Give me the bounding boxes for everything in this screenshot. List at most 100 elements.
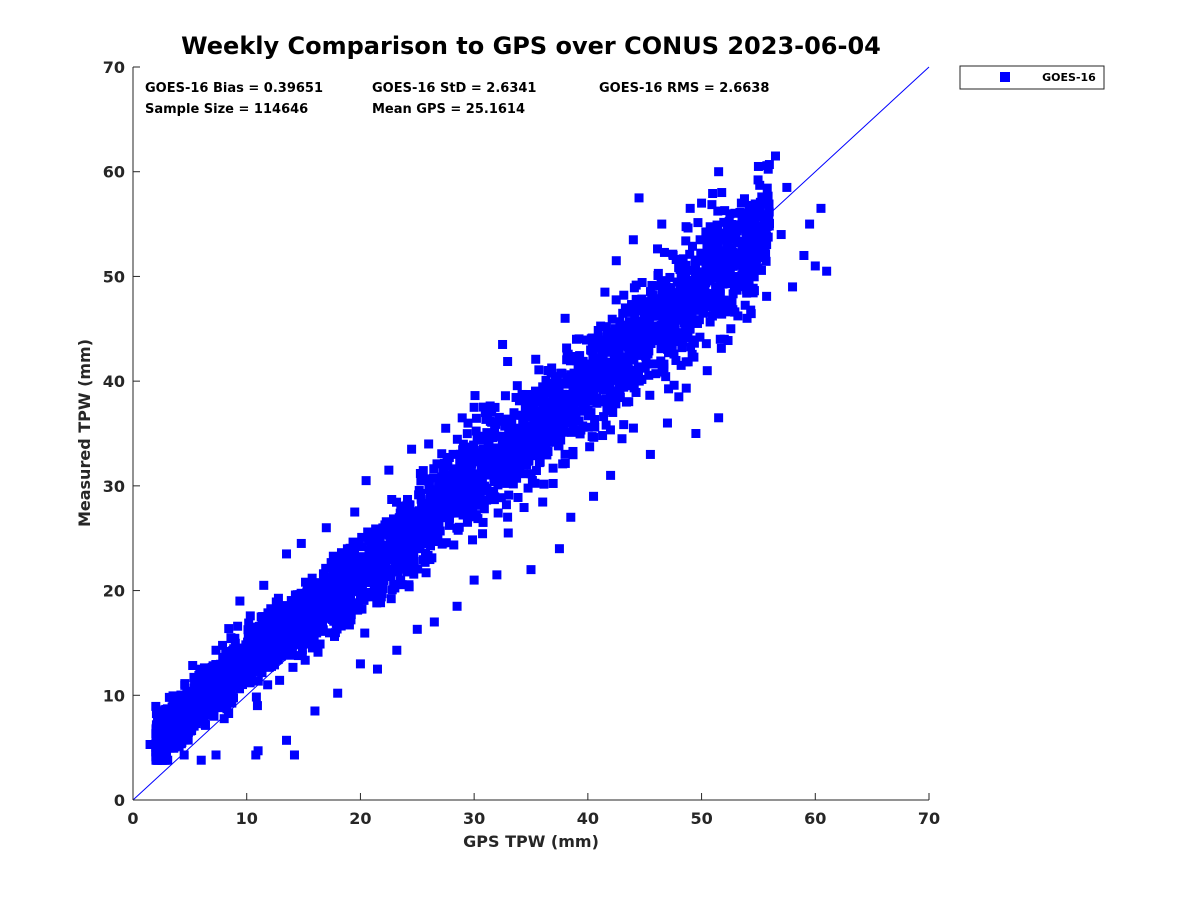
data-point — [668, 250, 678, 260]
data-point — [822, 266, 832, 276]
data-point — [621, 320, 631, 330]
data-point — [535, 435, 545, 445]
data-point — [518, 417, 528, 427]
data-point — [316, 588, 326, 598]
data-point — [224, 624, 234, 634]
data-point — [162, 725, 172, 735]
data-point — [687, 349, 697, 359]
data-point — [394, 513, 404, 523]
data-point — [412, 624, 422, 634]
data-point — [263, 680, 273, 690]
data-point — [409, 569, 419, 579]
data-point — [281, 601, 291, 611]
data-point — [152, 715, 162, 725]
data-point — [628, 235, 638, 245]
data-point — [593, 332, 603, 342]
data-point — [333, 575, 343, 585]
data-point — [616, 356, 626, 366]
data-point — [540, 397, 550, 407]
data-point — [478, 402, 488, 412]
data-point — [677, 337, 687, 347]
data-point — [672, 277, 682, 287]
data-point — [560, 449, 570, 459]
data-point — [424, 439, 434, 449]
data-point — [730, 259, 740, 269]
data-point — [693, 218, 703, 228]
data-point — [782, 182, 792, 192]
data-point — [338, 555, 348, 565]
legend-entry-label: GOES-16 — [1042, 71, 1096, 84]
data-point — [360, 628, 370, 638]
data-point — [473, 490, 483, 500]
data-point — [513, 492, 523, 502]
data-point — [816, 203, 826, 213]
data-point — [664, 348, 674, 358]
data-point — [346, 615, 356, 625]
data-point — [407, 561, 417, 571]
data-point — [746, 305, 756, 315]
data-point — [301, 577, 311, 587]
data-point — [161, 744, 171, 754]
data-point — [749, 226, 759, 236]
data-point — [176, 718, 186, 728]
data-point — [761, 256, 771, 266]
data-point — [629, 321, 639, 331]
data-point — [370, 574, 380, 584]
data-point — [353, 605, 363, 615]
data-point — [300, 655, 310, 665]
data-point — [486, 445, 496, 455]
data-point — [710, 241, 720, 251]
data-point — [522, 460, 532, 470]
data-point — [519, 503, 529, 513]
data-point — [487, 417, 497, 427]
data-point — [525, 390, 535, 400]
data-point — [244, 618, 254, 628]
data-point — [544, 427, 554, 437]
data-point — [469, 469, 479, 479]
data-point — [512, 381, 522, 391]
data-point — [426, 541, 436, 551]
data-point — [634, 193, 644, 203]
data-point — [303, 619, 313, 629]
data-point — [213, 661, 223, 671]
data-point — [604, 406, 614, 416]
data-point — [357, 552, 367, 562]
data-point — [277, 651, 287, 661]
data-point — [733, 236, 743, 246]
data-point — [350, 507, 360, 517]
stat-sample-size: Sample Size = 114646 — [145, 102, 308, 117]
data-point — [725, 209, 735, 219]
data-point — [455, 503, 465, 513]
data-point — [579, 399, 589, 409]
data-point — [589, 491, 599, 501]
data-point — [452, 523, 462, 533]
data-point — [712, 234, 722, 244]
data-point — [251, 624, 261, 634]
data-point — [714, 167, 724, 177]
data-point — [389, 579, 399, 589]
data-point — [566, 512, 576, 522]
data-point — [240, 659, 250, 669]
data-point — [600, 335, 610, 345]
data-point — [459, 486, 469, 496]
data-point — [258, 651, 268, 661]
data-point — [574, 416, 584, 426]
data-point — [396, 559, 406, 569]
data-point — [524, 426, 534, 436]
data-point — [355, 659, 365, 669]
data-point — [393, 527, 403, 537]
data-point — [290, 590, 300, 600]
data-point — [196, 755, 206, 765]
data-point — [185, 722, 195, 732]
data-point — [211, 750, 221, 760]
data-point — [256, 612, 266, 622]
data-point — [188, 703, 198, 713]
data-point — [305, 605, 315, 615]
data-point — [598, 431, 608, 441]
data-point — [515, 447, 525, 457]
data-point — [685, 317, 695, 327]
data-point — [427, 527, 437, 537]
data-point — [471, 426, 481, 436]
data-point — [805, 219, 815, 229]
stat-bias: GOES-16 Bias = 0.39651 — [145, 81, 323, 96]
